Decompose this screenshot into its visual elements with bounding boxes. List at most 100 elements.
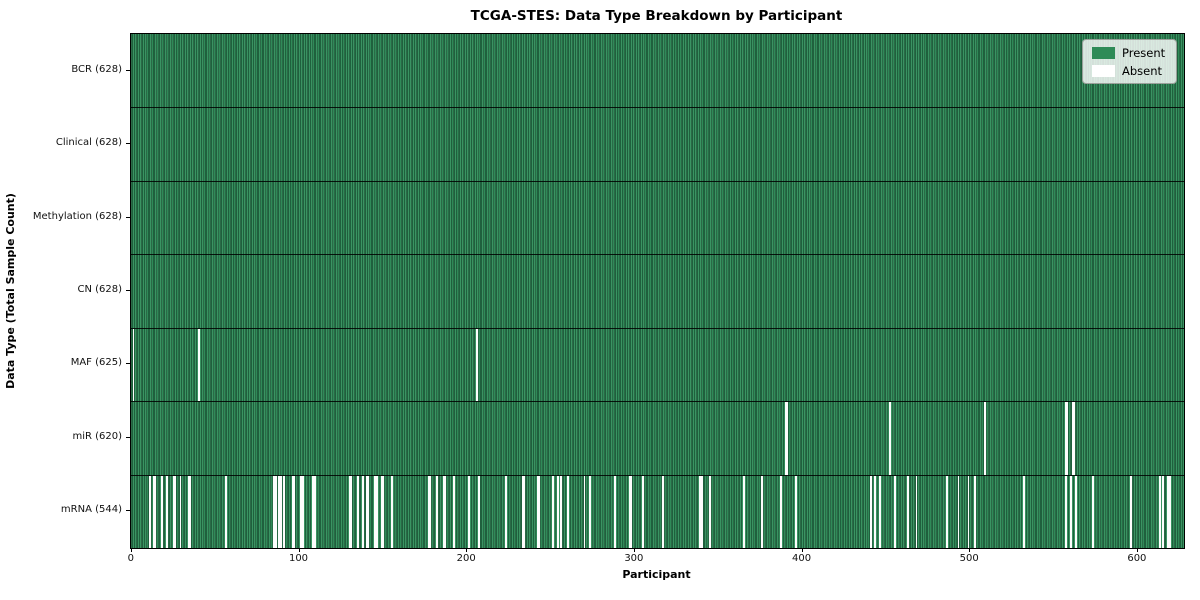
absent-mark-mRNA-26 <box>174 475 177 548</box>
y-tick-label-BCR: BCR (628) <box>71 63 122 75</box>
absent-mark-mRNA-387 <box>779 475 782 548</box>
absent-mark-mRNA-345 <box>709 475 712 548</box>
absent-mark-mRNA-34 <box>187 475 190 548</box>
absent-mark-mRNA-85 <box>273 475 276 548</box>
absent-mark-miR-390 <box>784 402 787 475</box>
absent-mark-mRNA-101 <box>300 475 303 548</box>
absent-mark-mRNA-35 <box>189 475 192 548</box>
y-tick <box>126 436 130 438</box>
absent-mark-mRNA-455 <box>893 475 896 548</box>
legend-label-absent: Absent <box>1122 63 1163 78</box>
absent-mark-mRNA-463 <box>907 475 910 548</box>
absent-mark-mRNA-149 <box>380 475 383 548</box>
absent-mark-mRNA-146 <box>375 475 378 548</box>
x-tick <box>298 548 300 552</box>
absent-mark-mRNA-532 <box>1022 475 1025 548</box>
absent-mark-mRNA-297 <box>628 475 631 548</box>
absent-mark-miR-562 <box>1073 402 1076 475</box>
absent-mark-mRNA-150 <box>382 475 385 548</box>
absent-mark-mRNA-131 <box>350 475 353 548</box>
absent-mark-mRNA-486 <box>945 475 948 548</box>
absent-mark-mRNA-557 <box>1064 475 1067 548</box>
absent-mark-mRNA-56 <box>224 475 227 548</box>
absent-mark-miR-452 <box>888 402 891 475</box>
x-tick-label-500: 500 <box>959 553 979 564</box>
row-CN <box>131 254 1184 328</box>
absent-mark-mRNA-186 <box>442 475 445 548</box>
absent-mark-mRNA-155 <box>390 475 393 548</box>
absent-mark-mRNA-91 <box>283 475 286 548</box>
absent-mark-mRNA-305 <box>642 475 645 548</box>
y-tick <box>126 363 130 365</box>
x-tick-label-600: 600 <box>1127 553 1147 564</box>
x-tick <box>130 548 132 552</box>
absent-mark-MAF-40 <box>197 328 200 402</box>
absent-mark-mRNA-254 <box>556 475 559 548</box>
absent-mark-mRNA-187 <box>444 475 447 548</box>
absent-mark-mRNA-138 <box>362 475 365 548</box>
absent-mark-MAF-1 <box>132 328 135 402</box>
absent-mark-mRNA-365 <box>742 475 745 548</box>
absent-mark-miR-558 <box>1066 402 1069 475</box>
row-miR <box>131 401 1184 475</box>
absent-mark-mRNA-182 <box>436 475 438 548</box>
x-tick <box>633 548 635 552</box>
row-Methylation <box>131 180 1184 255</box>
absent-mark-mRNA-29 <box>179 475 182 548</box>
absent-mark-mRNA-97 <box>293 475 296 548</box>
x-tick-label-100: 100 <box>288 553 309 564</box>
absent-mark-mRNA-288 <box>613 475 616 548</box>
absent-mark-mRNA-317 <box>662 475 665 548</box>
x-tick <box>801 548 803 552</box>
absent-mark-miR-561 <box>1071 402 1074 475</box>
absent-mark-mRNA-89 <box>280 475 282 548</box>
absent-mark-mRNA-25 <box>172 475 175 548</box>
absent-mark-mRNA-88 <box>278 475 281 548</box>
absent-mark-mRNA-108 <box>311 475 314 548</box>
absent-mark-mRNA-260 <box>566 475 569 548</box>
x-tick <box>1136 548 1138 552</box>
absent-mark-mRNA-443 <box>873 475 876 548</box>
x-tick <box>466 548 468 552</box>
absent-mark-mRNA-14 <box>154 475 157 548</box>
x-axis-label: Participant <box>622 568 691 581</box>
absent-mark-mRNA-499 <box>967 475 970 548</box>
absent-mark-mRNA-613 <box>1158 475 1161 548</box>
absent-mark-mRNA-96 <box>291 475 294 548</box>
chart-title: TCGA-STES: Data Type Breakdown by Partic… <box>470 8 843 24</box>
absent-mark-mRNA-109 <box>313 475 316 548</box>
absent-mark-mRNA-256 <box>560 475 563 548</box>
absent-mark-mRNA-503 <box>974 475 977 548</box>
absent-mark-mRNA-178 <box>429 475 432 548</box>
row-MAF <box>131 327 1184 402</box>
absent-mark-mRNA-86 <box>275 475 277 548</box>
absent-mark-MAF-206 <box>476 328 479 402</box>
absent-mark-mRNA-441 <box>870 475 873 548</box>
absent-mark-mRNA-21 <box>166 475 168 548</box>
absent-mark-mRNA-102 <box>301 475 304 548</box>
absent-mark-mRNA-619 <box>1168 475 1171 548</box>
absent-mark-mRNA-273 <box>588 475 591 548</box>
row-Clinical <box>131 107 1184 181</box>
x-tick-label-300: 300 <box>624 553 644 564</box>
absent-mark-mRNA-468 <box>915 475 918 548</box>
absent-mark-mRNA-223 <box>504 475 507 548</box>
y-tick-label-miR: miR (620) <box>72 430 122 442</box>
y-tick-label-Methylation: Methylation (628) <box>32 210 122 222</box>
legend-label-present: Present <box>1122 45 1166 60</box>
absent-mark-mRNA-233 <box>521 475 524 548</box>
absent-mark-mRNA-298 <box>630 475 633 548</box>
x-tick-label-400: 400 <box>791 553 812 564</box>
absent-mark-mRNA-135 <box>357 475 360 548</box>
absent-mark-mRNA-339 <box>699 475 702 548</box>
absent-mark-mRNA-11 <box>149 475 152 548</box>
absent-mark-mRNA-140 <box>365 475 368 548</box>
absent-mark-miR-391 <box>786 402 789 475</box>
x-tick-label-200: 200 <box>456 553 476 564</box>
absent-mark-mRNA-396 <box>794 475 797 548</box>
absent-mark-mRNA-18 <box>161 475 163 548</box>
absent-swatch-icon <box>1092 64 1115 77</box>
absent-mark-mRNA-207 <box>477 475 480 548</box>
absent-mark-mRNA-615 <box>1162 475 1164 548</box>
